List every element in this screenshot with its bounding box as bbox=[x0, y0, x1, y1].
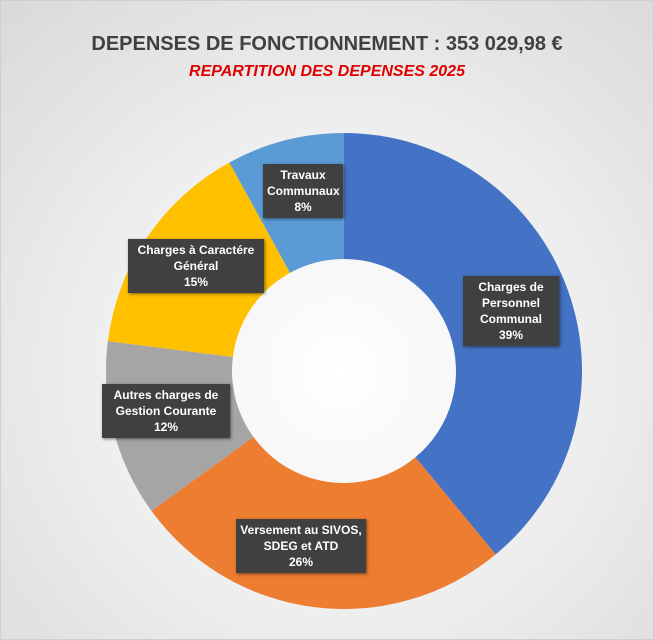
chart-title: DEPENSES DE FONCTIONNEMENT : 353 029,98 … bbox=[91, 33, 563, 55]
chart-subtitle: REPARTITION DES DEPENSES 2025 bbox=[189, 63, 465, 80]
slice-value: 8% bbox=[294, 200, 312, 214]
data-label: Charges de Personnel Communal 39% bbox=[463, 276, 559, 346]
data-label: Travaux Communaux 8% bbox=[263, 164, 343, 218]
slice-value: 26% bbox=[288, 555, 314, 569]
data-label: Autres charges de Gestion Courante 12% bbox=[102, 384, 230, 438]
slice-name: Versement au SIVOS, SDEG et ATD bbox=[240, 523, 362, 553]
slice-value: 12% bbox=[153, 420, 179, 434]
slice-name: Charges à Caractére Général bbox=[137, 243, 255, 273]
slice-value: 39% bbox=[498, 328, 524, 342]
slice-name: Charges de Personnel Communal bbox=[478, 280, 544, 326]
data-label: Charges à Caractére Général 15% bbox=[128, 239, 264, 293]
data-label: Versement au SIVOS, SDEG et ATD 26% bbox=[236, 519, 366, 573]
slice-value: 15% bbox=[183, 275, 209, 289]
slice-name: Travaux Communaux bbox=[267, 168, 340, 198]
slice-name: Autres charges de Gestion Courante bbox=[113, 388, 219, 418]
